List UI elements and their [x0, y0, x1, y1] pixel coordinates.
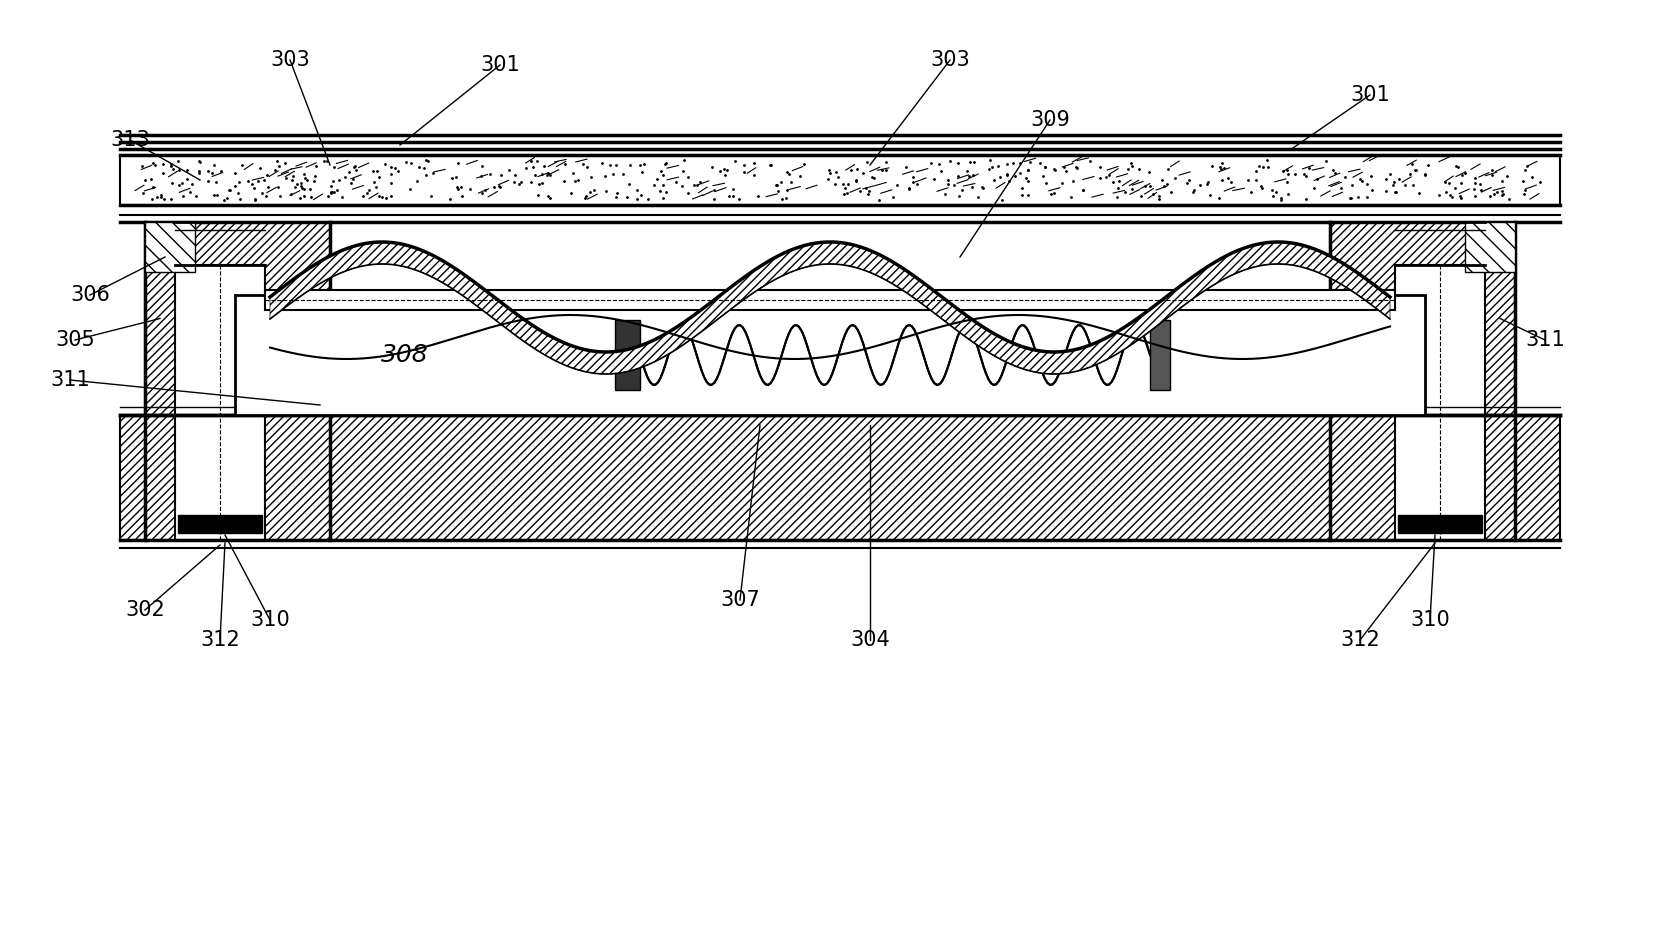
Bar — [178, 515, 262, 533]
Text: 307: 307 — [720, 590, 760, 610]
Text: 310: 310 — [251, 610, 290, 630]
Bar — [236, 295, 1424, 415]
Text: 302: 302 — [124, 600, 164, 620]
Bar — [614, 320, 641, 390]
Bar — [266, 290, 1394, 310]
Text: 305: 305 — [55, 330, 95, 350]
Text: 301: 301 — [1350, 85, 1389, 105]
Polygon shape — [144, 222, 330, 540]
Polygon shape — [1330, 222, 1516, 540]
Text: 311: 311 — [1526, 330, 1565, 350]
Text: 301: 301 — [480, 55, 520, 75]
Bar — [174, 265, 266, 540]
Bar — [120, 155, 1560, 205]
Text: 303: 303 — [930, 50, 969, 70]
Text: 309: 309 — [1031, 110, 1071, 130]
Text: 304: 304 — [850, 630, 890, 650]
Bar — [1150, 320, 1170, 390]
Text: 306: 306 — [70, 285, 110, 305]
Bar — [1394, 265, 1486, 540]
Text: 313: 313 — [110, 130, 149, 150]
Text: 312: 312 — [201, 630, 241, 650]
Text: 312: 312 — [1340, 630, 1379, 650]
Bar — [1398, 515, 1482, 533]
Text: 303: 303 — [271, 50, 310, 70]
Text: 308: 308 — [382, 343, 428, 367]
Text: 310: 310 — [1409, 610, 1449, 630]
Text: 311: 311 — [50, 370, 90, 390]
Polygon shape — [120, 415, 1560, 540]
Polygon shape — [1466, 222, 1516, 272]
Polygon shape — [144, 222, 194, 272]
